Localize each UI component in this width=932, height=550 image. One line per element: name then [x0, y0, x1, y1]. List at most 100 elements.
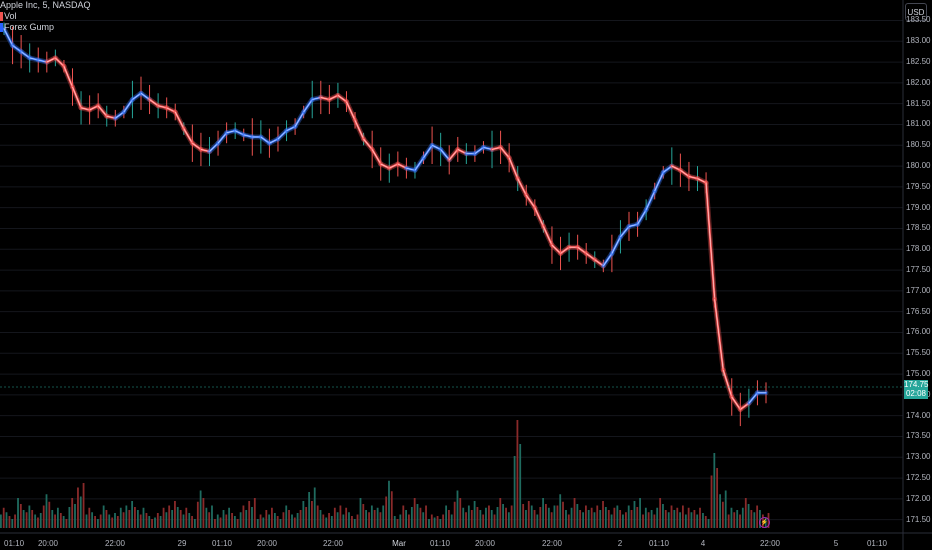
- volume-bar: [302, 501, 305, 528]
- price-axis-label: 171.50: [906, 514, 931, 524]
- trend-line-core: [423, 145, 433, 158]
- volume-bar: [696, 514, 699, 528]
- volume-bar: [633, 501, 636, 528]
- volume-bar: [525, 510, 527, 528]
- volume-bar: [79, 496, 82, 528]
- trend-line-core: [697, 178, 707, 183]
- trend-line-core: [166, 107, 176, 113]
- volume-bar: [139, 514, 142, 528]
- volume-bar: [256, 519, 259, 528]
- volume-bar: [739, 514, 741, 528]
- volume-bar: [607, 510, 610, 528]
- currency-button[interactable]: USD: [905, 3, 927, 21]
- price-axis-label: 173.50: [906, 431, 931, 441]
- price-axis-label: 178.50: [906, 223, 931, 233]
- alert-icon[interactable]: ⚡: [759, 517, 770, 528]
- volume-bar: [228, 507, 231, 528]
- trend-line-core: [158, 105, 167, 109]
- volume-bar: [596, 505, 599, 528]
- price-axis-label: 173.00: [906, 452, 931, 462]
- volume-bar: [156, 513, 159, 528]
- legend-forex-gump[interactable]: Forex Gump: [0, 22, 91, 33]
- volume-bar: [74, 504, 76, 528]
- volume-bar: [159, 516, 162, 528]
- time-axis-label: 20:00: [474, 539, 496, 548]
- volume-bar: [362, 504, 365, 528]
- volume-bar: [91, 512, 94, 528]
- volume-bar: [613, 507, 616, 528]
- time-axis-label: 4: [700, 539, 706, 548]
- volume-bar: [202, 498, 205, 528]
- volume-bar: [402, 505, 405, 528]
- trend-line-core: [483, 147, 493, 150]
- volume-bar: [82, 483, 85, 528]
- volume-bar: [610, 514, 613, 528]
- trend-line-core: [115, 111, 125, 119]
- symbol-title[interactable]: Apple Inc, 5, NASDAQ: [0, 0, 91, 10]
- volume-bar: [721, 501, 724, 528]
- trend-line-core: [448, 149, 459, 161]
- volume-bar: [647, 512, 650, 528]
- legend-volume[interactable]: Vol: [0, 11, 91, 22]
- volume-bar: [567, 514, 570, 528]
- volume-bar: [125, 505, 128, 528]
- volume-bar: [65, 519, 68, 528]
- volume-bar: [279, 519, 282, 528]
- volume-bar: [356, 514, 359, 528]
- volume-bar: [85, 514, 88, 528]
- trend-line-core: [106, 115, 116, 119]
- last-price-value: 174.75: [904, 380, 929, 389]
- trend-line-core: [586, 253, 595, 260]
- volume-bar: [733, 512, 736, 528]
- volume-bar: [644, 507, 647, 528]
- volume-bar: [253, 498, 256, 528]
- volume-bar: [370, 505, 373, 528]
- volume-bar: [727, 514, 730, 528]
- volume-bar: [673, 510, 676, 528]
- volume-bar: [547, 507, 550, 528]
- volume-bar: [2, 507, 5, 528]
- volume-bar: [485, 507, 487, 528]
- time-axis-label: 5: [833, 539, 839, 548]
- volume-bar: [25, 512, 28, 528]
- trend-line-core: [594, 259, 604, 267]
- price-axis-label: 175.50: [906, 348, 931, 358]
- price-axis-label: 176.50: [906, 306, 931, 316]
- trend-line-core: [517, 178, 527, 196]
- volume-bar: [536, 514, 539, 528]
- time-axis-label: 20:00: [256, 539, 278, 548]
- trend-line-core: [183, 128, 193, 144]
- volume-bar: [630, 510, 633, 528]
- volume-bar: [182, 514, 185, 528]
- trend-line-core: [277, 130, 287, 140]
- volume-bar: [382, 505, 385, 528]
- volume-bar: [582, 512, 585, 528]
- trend-line-core: [680, 169, 690, 177]
- trend-line-core: [457, 149, 467, 154]
- volume-bar: [330, 516, 333, 528]
- volume-bar: [544, 504, 547, 528]
- volume-bar: [293, 517, 296, 528]
- trend-line-core: [722, 369, 733, 398]
- volume-bar: [205, 507, 208, 528]
- volume-bars: [0, 420, 770, 528]
- volume-bar: [642, 514, 644, 528]
- volume-bar: [476, 507, 479, 528]
- volume-bar: [744, 498, 747, 528]
- volume-bar: [385, 496, 388, 528]
- volume-bar: [664, 510, 667, 528]
- trend-line-core: [637, 209, 647, 225]
- volume-bar: [530, 505, 533, 528]
- volume-bar: [199, 490, 202, 528]
- volume-bar: [94, 516, 96, 528]
- volume-bar: [539, 507, 542, 528]
- volume-bar: [59, 513, 62, 528]
- volume-bar: [736, 510, 739, 528]
- trend-line-core: [200, 149, 210, 152]
- price-axis-label: 182.50: [906, 57, 931, 67]
- trend-line-core: [714, 299, 724, 370]
- volume-bar: [276, 516, 279, 528]
- volume-bar: [239, 512, 242, 528]
- trend-line-core: [174, 111, 185, 129]
